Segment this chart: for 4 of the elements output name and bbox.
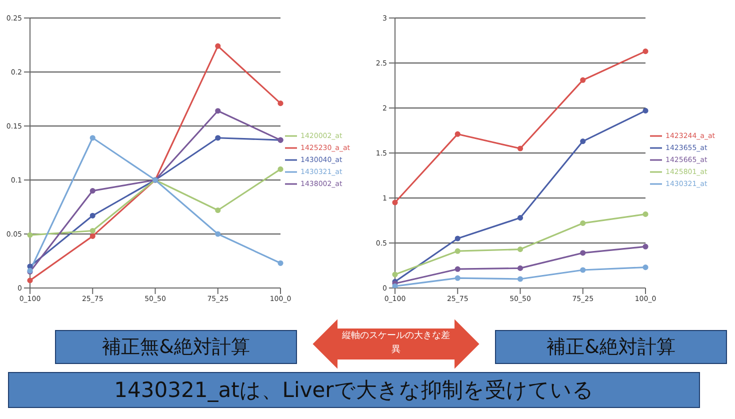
text: 1430321_atは、Liverで大きな抑制を受けている [8, 372, 700, 408]
text: 縦軸のスケールの大きな差異 [341, 330, 451, 357]
text: 補正無&絶対計算 [55, 330, 297, 364]
text: 補正&絶対計算 [495, 330, 727, 364]
